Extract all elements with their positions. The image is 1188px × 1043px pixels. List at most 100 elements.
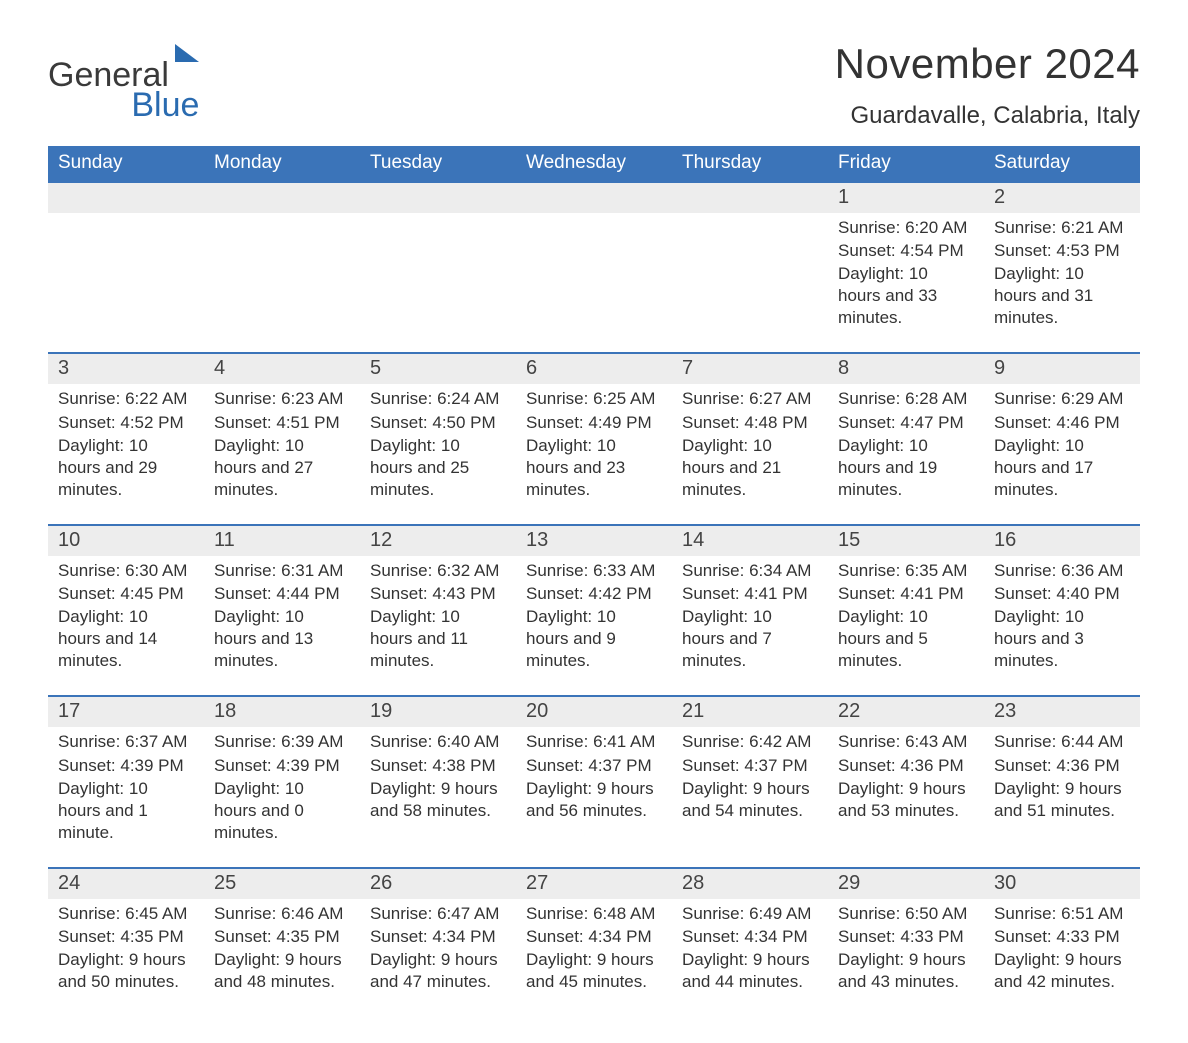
day-cell: Sunrise: 6:24 AMSunset: 4:50 PMDaylight:…: [360, 384, 516, 501]
sunrise-line: Sunrise: 6:28 AM: [838, 388, 974, 410]
day-cell: Sunrise: 6:48 AMSunset: 4:34 PMDaylight:…: [516, 899, 672, 995]
daylight-line: Daylight: 9 hours and 45 minutes.: [526, 949, 662, 993]
day-cell: Sunrise: 6:46 AMSunset: 4:35 PMDaylight:…: [204, 899, 360, 995]
daylight-line: Daylight: 9 hours and 42 minutes.: [994, 949, 1130, 993]
weekday-header: Thursday: [672, 146, 828, 181]
sunset-line: Sunset: 4:53 PM: [994, 240, 1130, 262]
daylight-line: Daylight: 10 hours and 21 minutes.: [682, 435, 818, 501]
sunset-line: Sunset: 4:38 PM: [370, 755, 506, 777]
daylight-line: Daylight: 9 hours and 53 minutes.: [838, 778, 974, 822]
day-number: 25: [204, 869, 360, 899]
day-cell: Sunrise: 6:37 AMSunset: 4:39 PMDaylight:…: [48, 727, 204, 844]
day-cell: Sunrise: 6:21 AMSunset: 4:53 PMDaylight:…: [984, 213, 1140, 330]
sunset-line: Sunset: 4:36 PM: [838, 755, 974, 777]
day-number: 10: [48, 526, 204, 556]
day-number-strip: 24252627282930: [48, 869, 1140, 899]
sunrise-line: Sunrise: 6:29 AM: [994, 388, 1130, 410]
weekday-header: Sunday: [48, 146, 204, 181]
sunrise-line: Sunrise: 6:47 AM: [370, 903, 506, 925]
brand-logo: General Blue: [48, 58, 199, 122]
calendar: Sunday Monday Tuesday Wednesday Thursday…: [48, 146, 1140, 995]
day-number: 5: [360, 354, 516, 384]
sunrise-line: Sunrise: 6:41 AM: [526, 731, 662, 753]
day-cell: Sunrise: 6:30 AMSunset: 4:45 PMDaylight:…: [48, 556, 204, 673]
day-number: 1: [828, 183, 984, 213]
sunset-line: Sunset: 4:42 PM: [526, 583, 662, 605]
daylight-line: Daylight: 10 hours and 17 minutes.: [994, 435, 1130, 501]
sunrise-line: Sunrise: 6:40 AM: [370, 731, 506, 753]
sunset-line: Sunset: 4:39 PM: [214, 755, 350, 777]
daylight-line: Daylight: 10 hours and 19 minutes.: [838, 435, 974, 501]
day-number: 17: [48, 697, 204, 727]
day-number: 16: [984, 526, 1140, 556]
daylight-line: Daylight: 10 hours and 33 minutes.: [838, 263, 974, 329]
day-cell: Sunrise: 6:45 AMSunset: 4:35 PMDaylight:…: [48, 899, 204, 995]
sunset-line: Sunset: 4:33 PM: [994, 926, 1130, 948]
day-cell: Sunrise: 6:41 AMSunset: 4:37 PMDaylight:…: [516, 727, 672, 844]
sunrise-line: Sunrise: 6:44 AM: [994, 731, 1130, 753]
daylight-line: Daylight: 9 hours and 54 minutes.: [682, 778, 818, 822]
day-cell: Sunrise: 6:36 AMSunset: 4:40 PMDaylight:…: [984, 556, 1140, 673]
day-cell: Sunrise: 6:25 AMSunset: 4:49 PMDaylight:…: [516, 384, 672, 501]
sunrise-line: Sunrise: 6:51 AM: [994, 903, 1130, 925]
weekday-header: Tuesday: [360, 146, 516, 181]
day-cell: Sunrise: 6:28 AMSunset: 4:47 PMDaylight:…: [828, 384, 984, 501]
day-cell: Sunrise: 6:23 AMSunset: 4:51 PMDaylight:…: [204, 384, 360, 501]
sunset-line: Sunset: 4:35 PM: [58, 926, 194, 948]
day-cell: Sunrise: 6:27 AMSunset: 4:48 PMDaylight:…: [672, 384, 828, 501]
day-number: 15: [828, 526, 984, 556]
daylight-line: Daylight: 10 hours and 3 minutes.: [994, 606, 1130, 672]
day-number-strip: 10111213141516: [48, 526, 1140, 556]
sunrise-line: Sunrise: 6:30 AM: [58, 560, 194, 582]
day-cell: Sunrise: 6:29 AMSunset: 4:46 PMDaylight:…: [984, 384, 1140, 501]
day-number: 26: [360, 869, 516, 899]
day-number-strip: 12: [48, 183, 1140, 213]
daylight-line: Daylight: 9 hours and 48 minutes.: [214, 949, 350, 993]
sunset-line: Sunset: 4:39 PM: [58, 755, 194, 777]
sunset-line: Sunset: 4:33 PM: [838, 926, 974, 948]
sunrise-line: Sunrise: 6:35 AM: [838, 560, 974, 582]
day-cell: [360, 213, 516, 330]
sunset-line: Sunset: 4:37 PM: [682, 755, 818, 777]
day-number: 28: [672, 869, 828, 899]
sunrise-line: Sunrise: 6:24 AM: [370, 388, 506, 410]
month-title: November 2024: [835, 40, 1140, 88]
day-cell: Sunrise: 6:32 AMSunset: 4:43 PMDaylight:…: [360, 556, 516, 673]
day-number: 23: [984, 697, 1140, 727]
daylight-line: Daylight: 10 hours and 11 minutes.: [370, 606, 506, 672]
header: General Blue November 2024 Guardavalle, …: [48, 40, 1140, 140]
sunset-line: Sunset: 4:49 PM: [526, 412, 662, 434]
sunset-line: Sunset: 4:37 PM: [526, 755, 662, 777]
sunrise-line: Sunrise: 6:43 AM: [838, 731, 974, 753]
day-cell: Sunrise: 6:44 AMSunset: 4:36 PMDaylight:…: [984, 727, 1140, 844]
sunset-line: Sunset: 4:52 PM: [58, 412, 194, 434]
day-number: 11: [204, 526, 360, 556]
sunrise-line: Sunrise: 6:34 AM: [682, 560, 818, 582]
day-cell: [516, 213, 672, 330]
sunrise-line: Sunrise: 6:36 AM: [994, 560, 1130, 582]
daylight-line: Daylight: 10 hours and 0 minutes.: [214, 778, 350, 844]
weekday-header: Monday: [204, 146, 360, 181]
sunrise-line: Sunrise: 6:31 AM: [214, 560, 350, 582]
sunset-line: Sunset: 4:45 PM: [58, 583, 194, 605]
day-number: [516, 183, 672, 213]
day-cell: Sunrise: 6:47 AMSunset: 4:34 PMDaylight:…: [360, 899, 516, 995]
sunset-line: Sunset: 4:46 PM: [994, 412, 1130, 434]
week-row: 17181920212223Sunrise: 6:37 AMSunset: 4:…: [48, 695, 1140, 844]
weekday-header: Wednesday: [516, 146, 672, 181]
sunrise-line: Sunrise: 6:33 AM: [526, 560, 662, 582]
sunset-line: Sunset: 4:34 PM: [370, 926, 506, 948]
day-cell: [204, 213, 360, 330]
sunrise-line: Sunrise: 6:25 AM: [526, 388, 662, 410]
day-cell: Sunrise: 6:49 AMSunset: 4:34 PMDaylight:…: [672, 899, 828, 995]
daylight-line: Daylight: 9 hours and 58 minutes.: [370, 778, 506, 822]
sunrise-line: Sunrise: 6:32 AM: [370, 560, 506, 582]
day-number: 19: [360, 697, 516, 727]
day-number: 8: [828, 354, 984, 384]
day-number: 30: [984, 869, 1140, 899]
day-number: 13: [516, 526, 672, 556]
daylight-line: Daylight: 10 hours and 31 minutes.: [994, 263, 1130, 329]
day-cell: [672, 213, 828, 330]
day-number: 12: [360, 526, 516, 556]
day-cell: Sunrise: 6:35 AMSunset: 4:41 PMDaylight:…: [828, 556, 984, 673]
